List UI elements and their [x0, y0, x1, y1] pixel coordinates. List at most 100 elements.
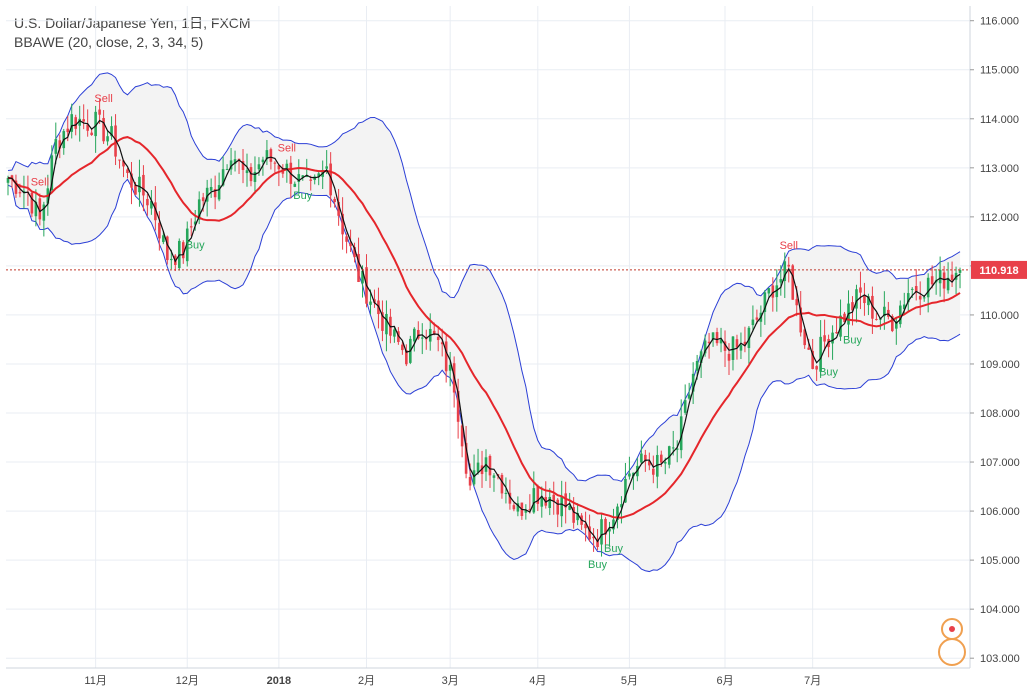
candle-body: [743, 341, 747, 345]
candle-body: [253, 171, 257, 182]
candle-body: [588, 526, 591, 540]
candle-body: [448, 364, 452, 371]
candle-body: [731, 336, 735, 360]
time-tick-label: 12月: [176, 675, 199, 687]
fast-ma-line: [7, 119, 961, 543]
band-fill: [7, 72, 961, 572]
logo-ring-2: [938, 638, 966, 666]
candle-body: [524, 510, 528, 513]
candle-body: [134, 184, 137, 195]
candle-body: [887, 309, 890, 317]
current-price-value: 110.918: [979, 265, 1018, 277]
candle-body: [763, 292, 767, 312]
candle-body: [90, 132, 93, 136]
candle-body: [333, 198, 336, 203]
time-axis: 11月 12月 2018 2月 3月 4月 5月 6月 7月: [6, 667, 970, 687]
candle-body: [233, 159, 237, 164]
candle-body: [926, 277, 930, 298]
candle-body: [516, 503, 520, 512]
candle-body: [468, 476, 472, 486]
time-tick-label: 6月: [716, 675, 733, 687]
candle-body: [14, 180, 18, 194]
candle-body: [122, 160, 125, 167]
candle-body: [815, 366, 818, 370]
candle-body: [492, 475, 496, 478]
candle-body: [898, 305, 902, 325]
candle-body: [325, 166, 328, 169]
time-tick-label: 4月: [529, 675, 546, 687]
candle-body: [78, 118, 81, 126]
candle-body: [906, 293, 910, 303]
candle-body: [488, 456, 492, 476]
candle-body: [671, 447, 675, 449]
candle-body: [297, 174, 301, 183]
candle-body: [715, 332, 719, 344]
candle-body: [707, 341, 711, 344]
candle-body: [867, 296, 870, 306]
candle-body: [154, 202, 157, 221]
candle-body: [946, 277, 950, 291]
candle-body: [357, 253, 360, 282]
candle-body: [855, 289, 858, 309]
candle-body: [181, 242, 185, 259]
candle-body: [317, 173, 320, 177]
candle-body: [22, 190, 26, 193]
candle-body: [285, 163, 289, 171]
candle-body: [221, 169, 225, 186]
time-tick-label: 5月: [621, 675, 638, 687]
price-tick-label: 108.000: [980, 408, 1020, 420]
sell-signal-label: Sell: [94, 93, 112, 105]
candle-body: [719, 339, 723, 344]
candle-body: [385, 313, 388, 335]
chart-legend: U.S. Dollar/Japanese Yen, 1日, FXCM BBAWE…: [14, 14, 251, 52]
indicator-title: BBAWE (20, close, 2, 3, 34, 5): [14, 34, 204, 50]
candle-body: [612, 519, 615, 530]
bollinger-bands: [7, 72, 961, 573]
candle-body: [914, 286, 918, 293]
candle-body: [628, 473, 631, 477]
candle-body: [349, 243, 352, 247]
sell-signal-label: Sell: [278, 143, 296, 155]
candle-body: [950, 274, 954, 281]
moving-averages: [7, 119, 961, 543]
candle-body: [608, 528, 611, 532]
candle-body: [201, 197, 205, 202]
price-tick-label: 115.000: [980, 65, 1019, 77]
candle-body: [94, 111, 97, 137]
candle-body: [859, 287, 862, 293]
candle-body: [831, 332, 834, 344]
watermark-logo: [938, 618, 966, 666]
candle-body: [217, 185, 221, 200]
candle-body: [679, 416, 683, 451]
candle-body: [18, 192, 22, 194]
candle-body: [560, 496, 563, 517]
logo-dot: [949, 626, 955, 632]
candle-body: [556, 499, 560, 515]
candle-body: [644, 454, 647, 462]
current-price-badge: [971, 260, 1027, 279]
candle-body: [265, 150, 269, 160]
price-tick-label: 112.000: [980, 212, 1019, 224]
candle-body: [10, 175, 14, 179]
buy-signal-label: Buy: [843, 334, 862, 346]
candle-body: [130, 173, 133, 188]
candle-body: [293, 183, 297, 187]
candle-body: [341, 213, 344, 235]
candle-body: [703, 340, 707, 354]
candle-body: [564, 493, 567, 508]
buy-signal-label: Buy: [819, 366, 838, 378]
candle-body: [381, 312, 384, 331]
price-tick-label: 103.000: [980, 653, 1020, 665]
candle-body: [420, 337, 424, 339]
candle-body: [106, 136, 109, 142]
candle-body: [110, 126, 113, 137]
candle-body: [436, 336, 440, 341]
candle-body: [301, 175, 305, 178]
candle-body: [576, 512, 579, 521]
candle-body: [170, 258, 173, 261]
candle-body: [416, 330, 420, 339]
candle-body: [922, 297, 926, 299]
candle-body: [98, 109, 101, 115]
candle-body: [735, 339, 739, 348]
